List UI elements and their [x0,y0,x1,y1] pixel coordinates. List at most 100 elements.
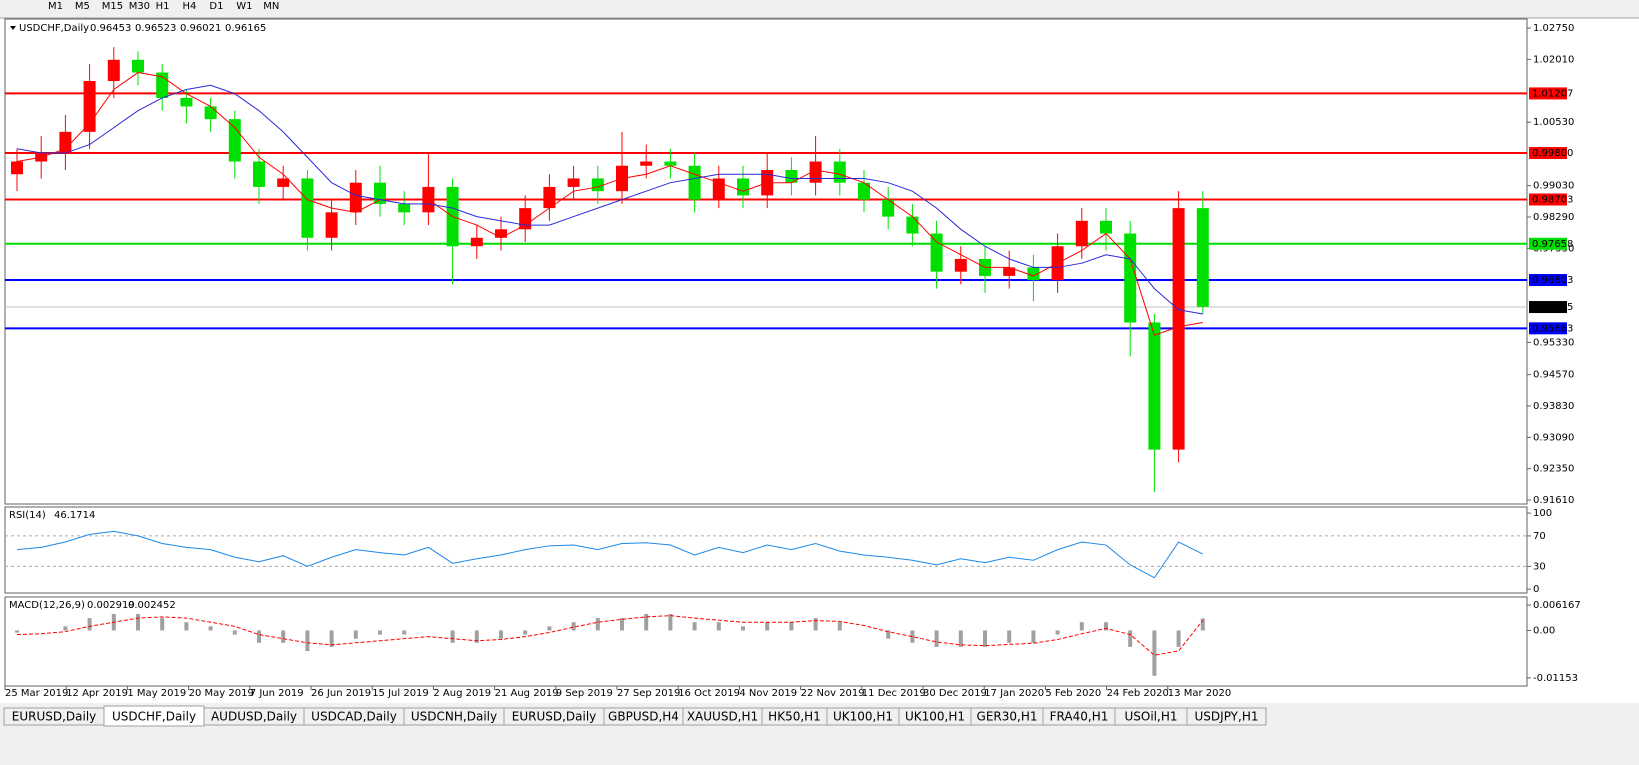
candle-body [374,182,386,204]
last-price-bg [1529,301,1567,314]
level-label-bg [1529,193,1567,206]
candle-body [882,199,895,217]
tab-label[interactable]: UK100,H1 [905,710,965,724]
macd-bar [1176,630,1181,647]
macd-bar [1079,622,1084,631]
toolbar [0,0,1639,18]
x-tick-label: 1 May 2019 [127,688,186,699]
tab-label[interactable]: GBPUSD,H4 [608,710,679,724]
collapse-arrow [10,26,16,30]
y-tick-label: 0.98290 [1533,212,1574,223]
x-tick-label: 7 Jun 2019 [250,688,304,699]
candle-body [688,165,701,200]
x-tick-label: 11 Dec 2019 [862,688,926,699]
y-tick-label: 0.006167 [1533,600,1581,611]
moving-average [16,72,1203,336]
macd-bar [934,630,939,647]
tab-label[interactable]: USOil,H1 [1125,710,1178,724]
x-tick-label: 24 Feb 2020 [1107,688,1169,699]
timeframe-button[interactable]: M30 [129,1,150,12]
macd-bar [523,630,528,635]
tab-label[interactable]: EURUSD,Daily [12,710,97,724]
level-label-bg [1529,147,1567,160]
macd-bar [1128,630,1133,647]
tab-label[interactable]: UK100,H1 [833,710,893,724]
macd-bar [402,630,407,635]
candle-body [567,178,580,187]
level-label-bg [1529,274,1567,287]
y-tick-label: 0.92350 [1533,464,1574,475]
candle-body [349,182,362,213]
y-tick-label: 1.00530 [1533,117,1574,128]
candle-body [519,208,532,230]
candle-body [1003,267,1016,276]
timeframe-button[interactable]: MN [263,1,279,12]
candle-body [1148,322,1161,450]
timeframe-button[interactable]: M1 [48,1,63,12]
y-tick-label: 1.02010 [1533,54,1574,65]
candle-body [543,186,556,209]
candle-body [277,178,290,187]
timeframe-button[interactable]: D1 [209,1,223,12]
timeframe-button[interactable]: M5 [75,1,90,12]
y-tick-label: 70 [1533,531,1546,542]
candle-body [253,161,265,187]
tab-label[interactable]: USDCNH,Daily [411,710,497,724]
macd-bar [136,613,140,631]
macd-bar [765,622,770,631]
macd-bar [160,618,165,631]
macd-bar [741,626,745,631]
macd-bar [63,626,68,631]
timeframe-button[interactable]: W1 [236,1,252,12]
tab-label[interactable]: FRA40,H1 [1050,710,1109,724]
tab-label[interactable]: USDCAD,Daily [311,710,397,724]
y-tick-label: 100 [1533,508,1552,519]
macd-bar [668,613,673,631]
moving-average [16,84,1203,315]
macd-bar [958,630,963,647]
tab-label[interactable]: GER30,H1 [977,710,1038,724]
level-label: 1.01207 [1532,88,1573,99]
macd-bar [184,622,189,631]
candle-body [398,203,411,213]
tab-label[interactable]: XAUUSD,H1 [687,710,758,724]
tab-label[interactable]: HK50,H1 [768,710,821,724]
candle-body [228,119,241,162]
macd-bar [547,626,552,631]
macd-panel [4,596,1528,687]
tab-label[interactable]: AUDUSD,Daily [211,710,297,724]
indicator-value: 46.1714 [54,510,95,521]
candle-body [785,169,798,183]
macd-bar [232,630,237,635]
x-tick-label: 4 Nov 2019 [739,688,797,699]
tab-label[interactable]: EURUSD,Daily [512,710,597,724]
level-label: 0.97658 [1532,239,1573,250]
tab-label[interactable]: USDCHF,Daily [112,710,196,724]
macd-bar [305,630,310,652]
level-label: 0.99800 [1532,148,1573,159]
macd-bar [474,630,479,643]
timeframe-button[interactable]: H1 [156,1,170,12]
macd-bar [644,613,649,631]
macd-bar [329,630,334,647]
x-tick-label: 22 Nov 2019 [801,688,865,699]
main-panel [4,18,1528,505]
indicator-value: 0.002452 [128,600,176,611]
tab[interactable] [1186,707,1267,726]
macd-bar [499,630,503,639]
macd-bar [1031,630,1036,643]
candle-body [833,161,846,183]
y-tick-label: 0.93090 [1533,432,1574,443]
macd-bar [87,618,92,631]
x-tick-label: 12 Apr 2019 [66,688,128,699]
x-tick-label: 20 May 2019 [189,688,254,699]
ohlc-value: 0.96523 [135,23,176,34]
candle-body [591,178,604,192]
timeframe-button[interactable]: M15 [102,1,123,12]
macd-bar [595,618,600,631]
timeframe-button[interactable]: H4 [183,1,197,12]
y-tick-label: 0.94570 [1533,370,1574,381]
tab-label[interactable]: USDJPY,H1 [1195,710,1259,724]
candle-body [1124,233,1137,323]
candle-body [737,178,749,196]
